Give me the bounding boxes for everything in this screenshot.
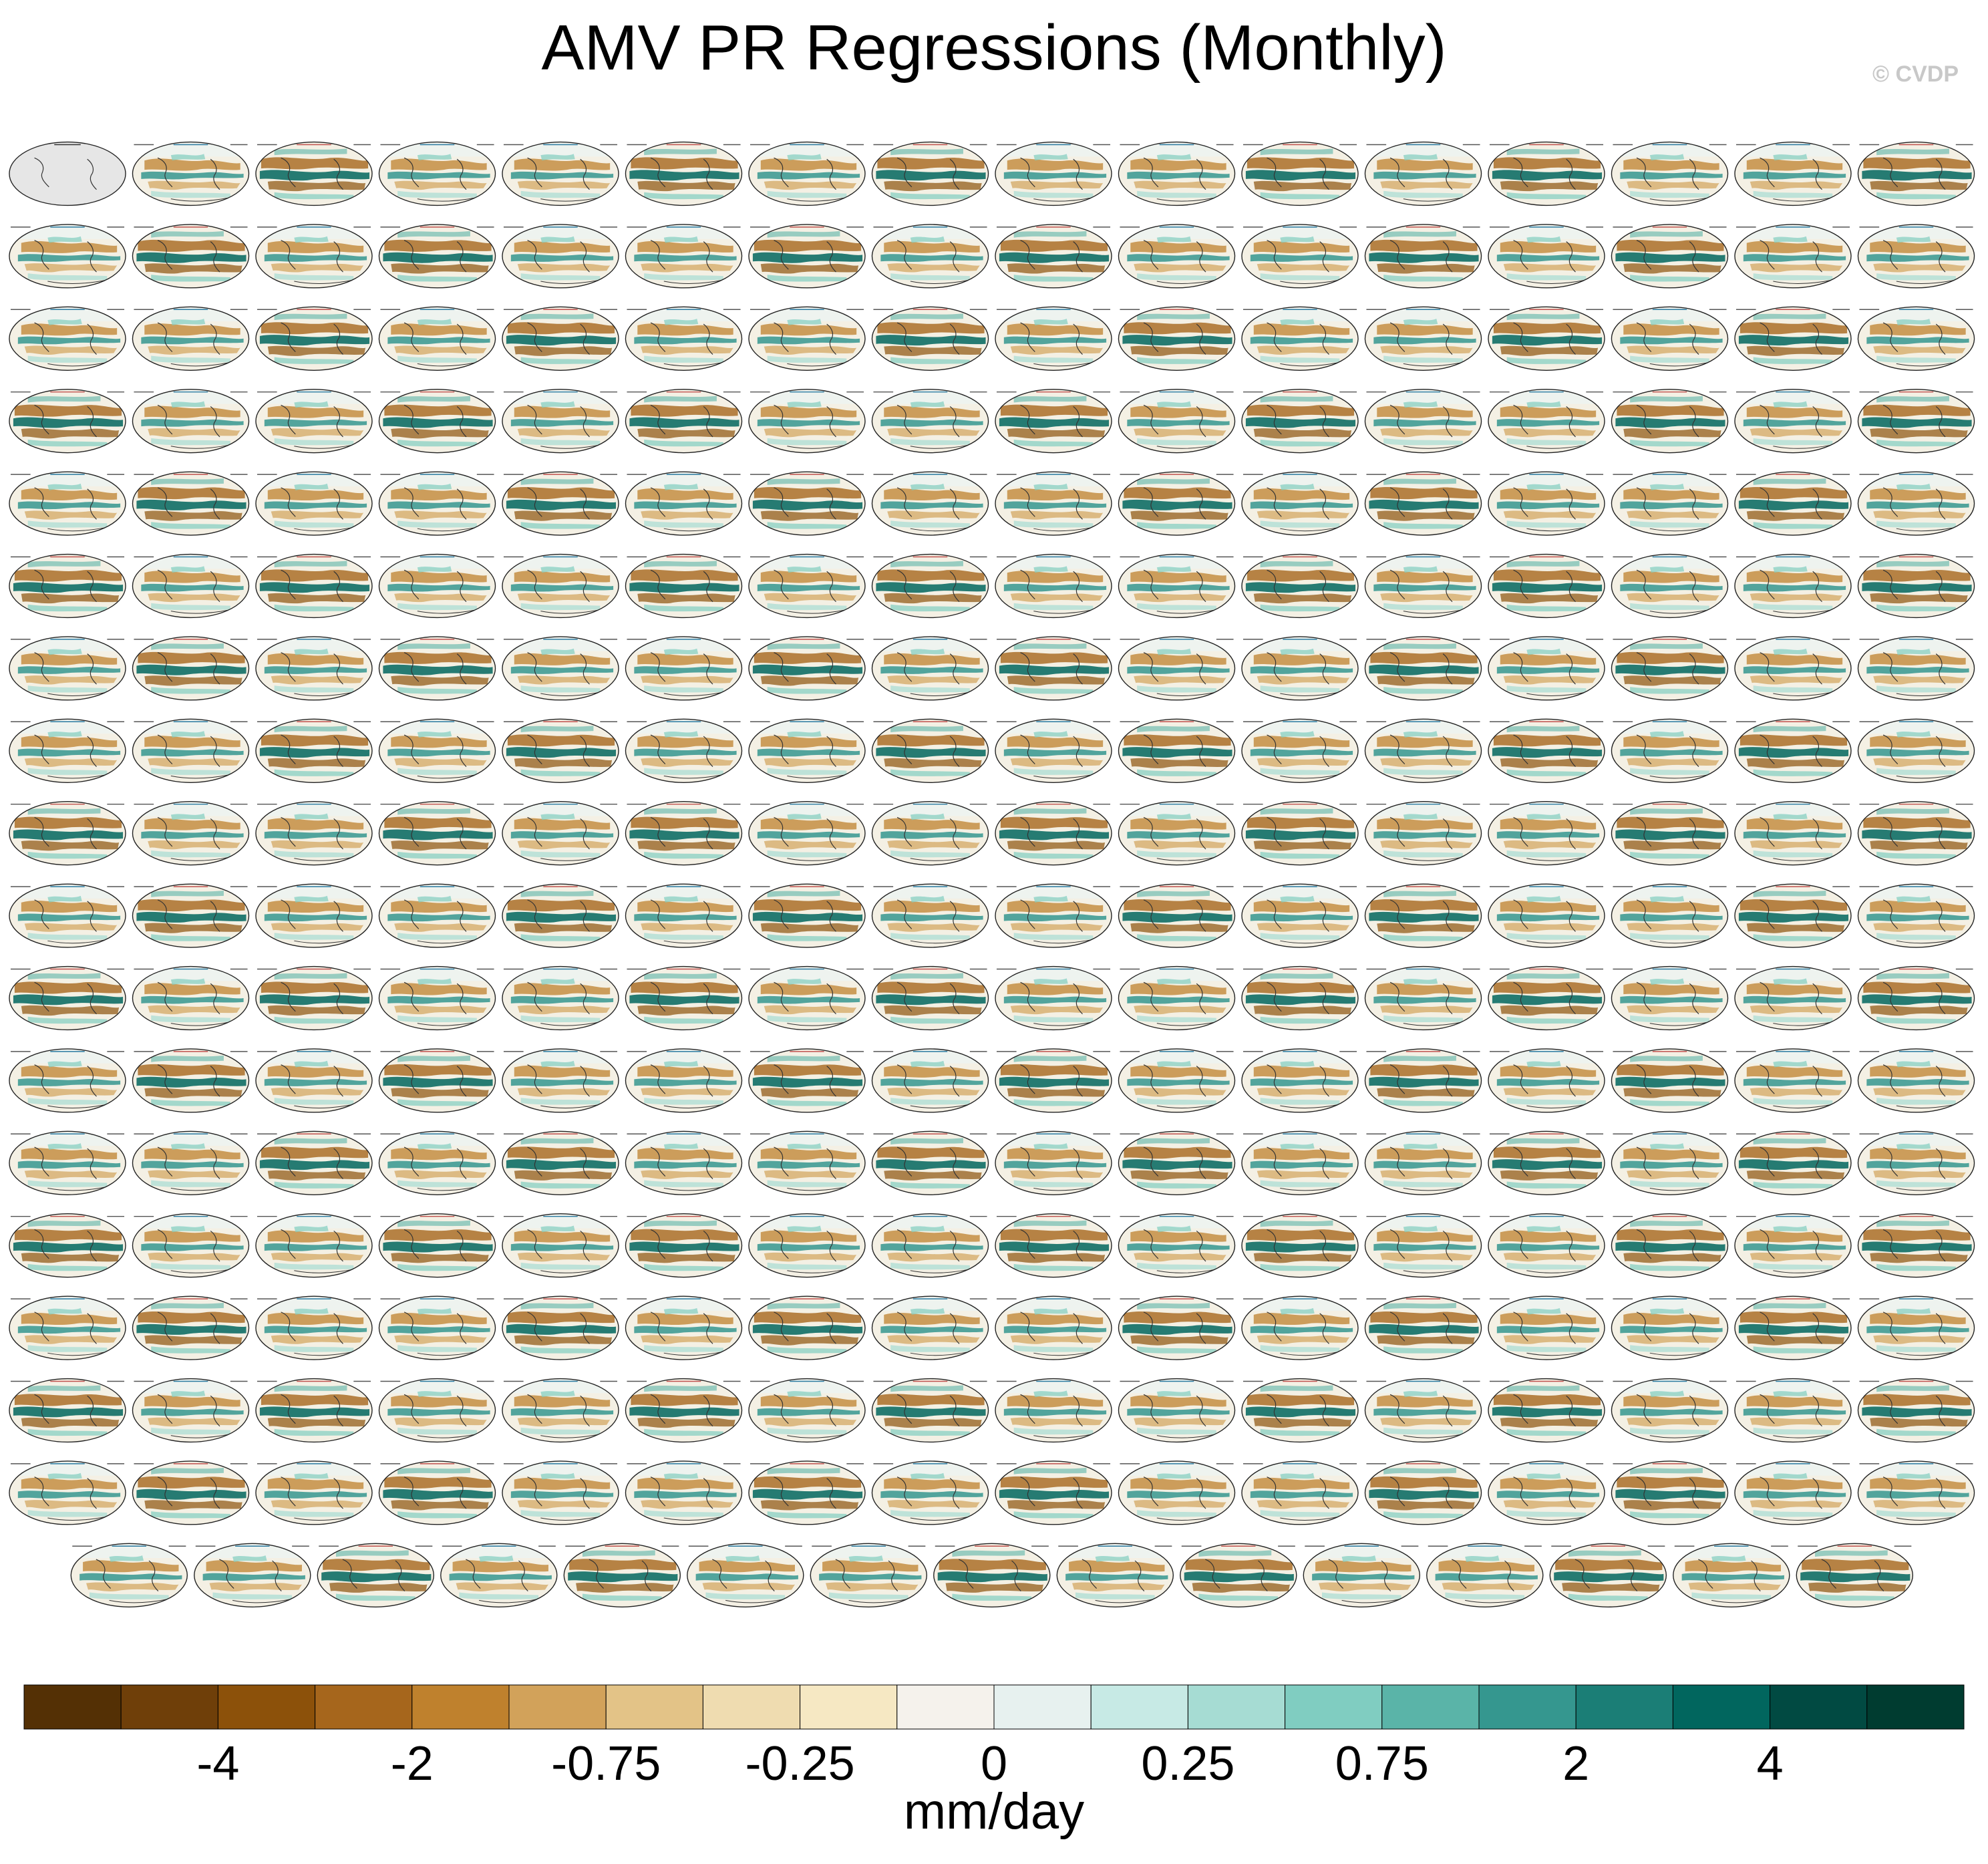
colorbar-box [1770, 1684, 1868, 1730]
colorbar-tick-label: 4 [1756, 1737, 1784, 1791]
colorbar-box [993, 1684, 1092, 1730]
colorbar-boxes [23, 1684, 1965, 1730]
colorbar-box [1866, 1684, 1965, 1730]
colorbar-box [411, 1684, 510, 1730]
colorbar-tick-label: -4 [196, 1737, 240, 1791]
colorbar-box [217, 1684, 316, 1730]
colorbar-box [1090, 1684, 1188, 1730]
colorbar-box [605, 1684, 703, 1730]
colorbar-box [315, 1684, 413, 1730]
colorbar-box [1478, 1684, 1577, 1730]
colorbar-box [1575, 1684, 1673, 1730]
colorbar-box [1381, 1684, 1480, 1730]
colorbar-tick-label: 0.25 [1141, 1737, 1235, 1791]
colorbar-box [800, 1684, 898, 1730]
colorbar-box [508, 1684, 607, 1730]
colorbar-tick-label: 0.75 [1335, 1737, 1429, 1791]
colorbar-units-label: mm/day [903, 1783, 1085, 1840]
colorbar-box [1285, 1684, 1383, 1730]
colorbar-tick-label: 0 [980, 1737, 1008, 1791]
colorbar-box [1672, 1684, 1771, 1730]
colorbar-box [702, 1684, 801, 1730]
copyright-watermark: © CVDP [1872, 61, 1959, 87]
colorbar-box [120, 1684, 218, 1730]
colorbar-tick-label: -2 [390, 1737, 434, 1791]
colorbar-box [1187, 1684, 1286, 1730]
colorbar-box [23, 1684, 122, 1730]
colorbar-tick-label: 2 [1562, 1737, 1590, 1791]
chart-title: AMV PR Regressions (Monthly) [541, 12, 1447, 84]
colorbar-tick-label: -0.25 [745, 1737, 855, 1791]
colorbar-box [896, 1684, 995, 1730]
colorbar-tick-label: -0.75 [551, 1737, 661, 1791]
